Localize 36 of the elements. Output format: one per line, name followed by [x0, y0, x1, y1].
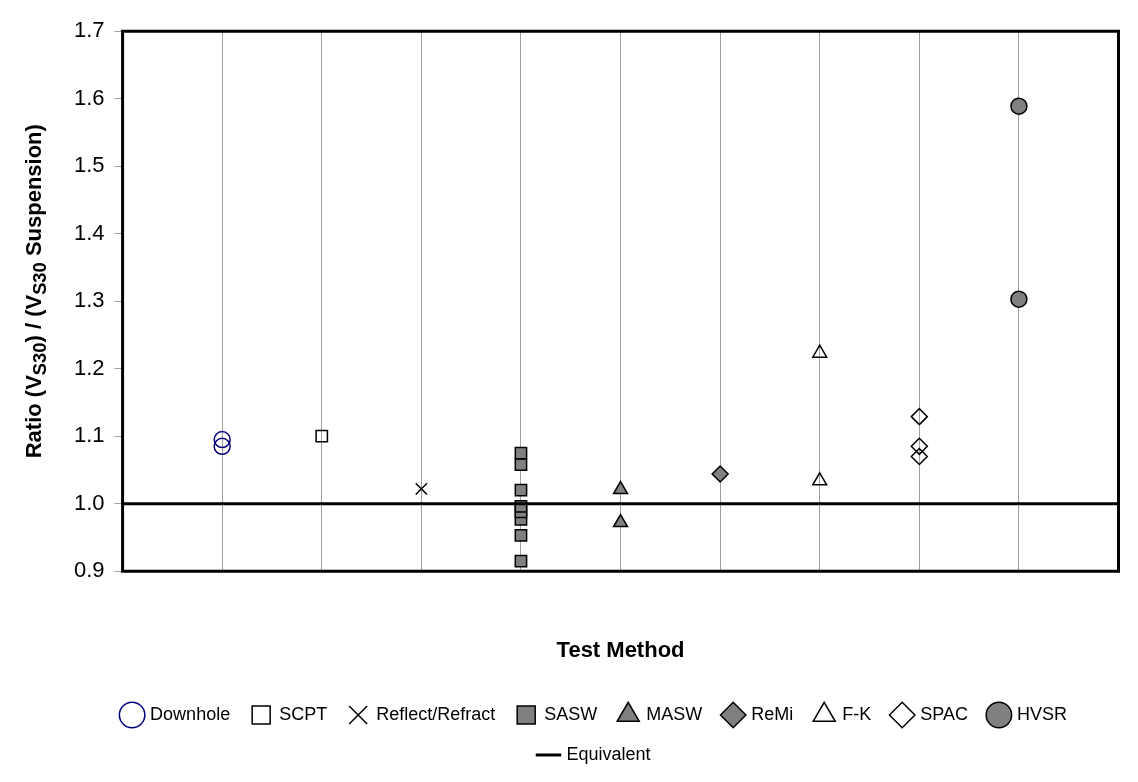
- point: [910, 407, 929, 426]
- point: [910, 437, 929, 456]
- y-tick-label: 0.9: [73, 557, 105, 583]
- legend-label: SPAC: [920, 703, 968, 724]
- legend-label: Reflect/Refract: [376, 703, 496, 724]
- legend-label: SASW: [544, 703, 598, 724]
- y-tick-label: 1.6: [73, 84, 105, 110]
- point: [910, 447, 929, 466]
- x-axis-title: Test Method: [556, 636, 685, 662]
- point: [213, 430, 231, 449]
- point: [812, 344, 828, 358]
- point: [1010, 290, 1028, 308]
- y-tick-label: 1.4: [73, 219, 105, 245]
- point: [514, 483, 528, 497]
- point: [812, 472, 828, 486]
- legend-label: Equivalent: [566, 743, 651, 764]
- legend-label: MASW: [646, 703, 703, 724]
- point: [414, 482, 428, 496]
- y-tick-label: 1.3: [73, 287, 105, 313]
- legend-label: ReMi: [751, 703, 794, 724]
- y-tick-label: 1.1: [73, 422, 105, 448]
- point: [612, 513, 629, 528]
- point: [213, 437, 231, 456]
- y-tick-label: 1.0: [73, 489, 105, 515]
- legend-label: Downhole: [150, 703, 231, 724]
- point: [612, 480, 629, 495]
- legend-label: SCPT: [279, 703, 328, 724]
- point: [1010, 97, 1028, 115]
- point: [315, 429, 329, 443]
- y-tick-label: 1.2: [73, 354, 105, 380]
- y-tick-label: 1.5: [73, 152, 105, 178]
- y-tick-label: 1.7: [73, 17, 105, 43]
- legend-label: F-K: [842, 703, 872, 724]
- point: [711, 465, 729, 483]
- point: [514, 529, 528, 542]
- legend-label: HVSR: [1016, 703, 1067, 724]
